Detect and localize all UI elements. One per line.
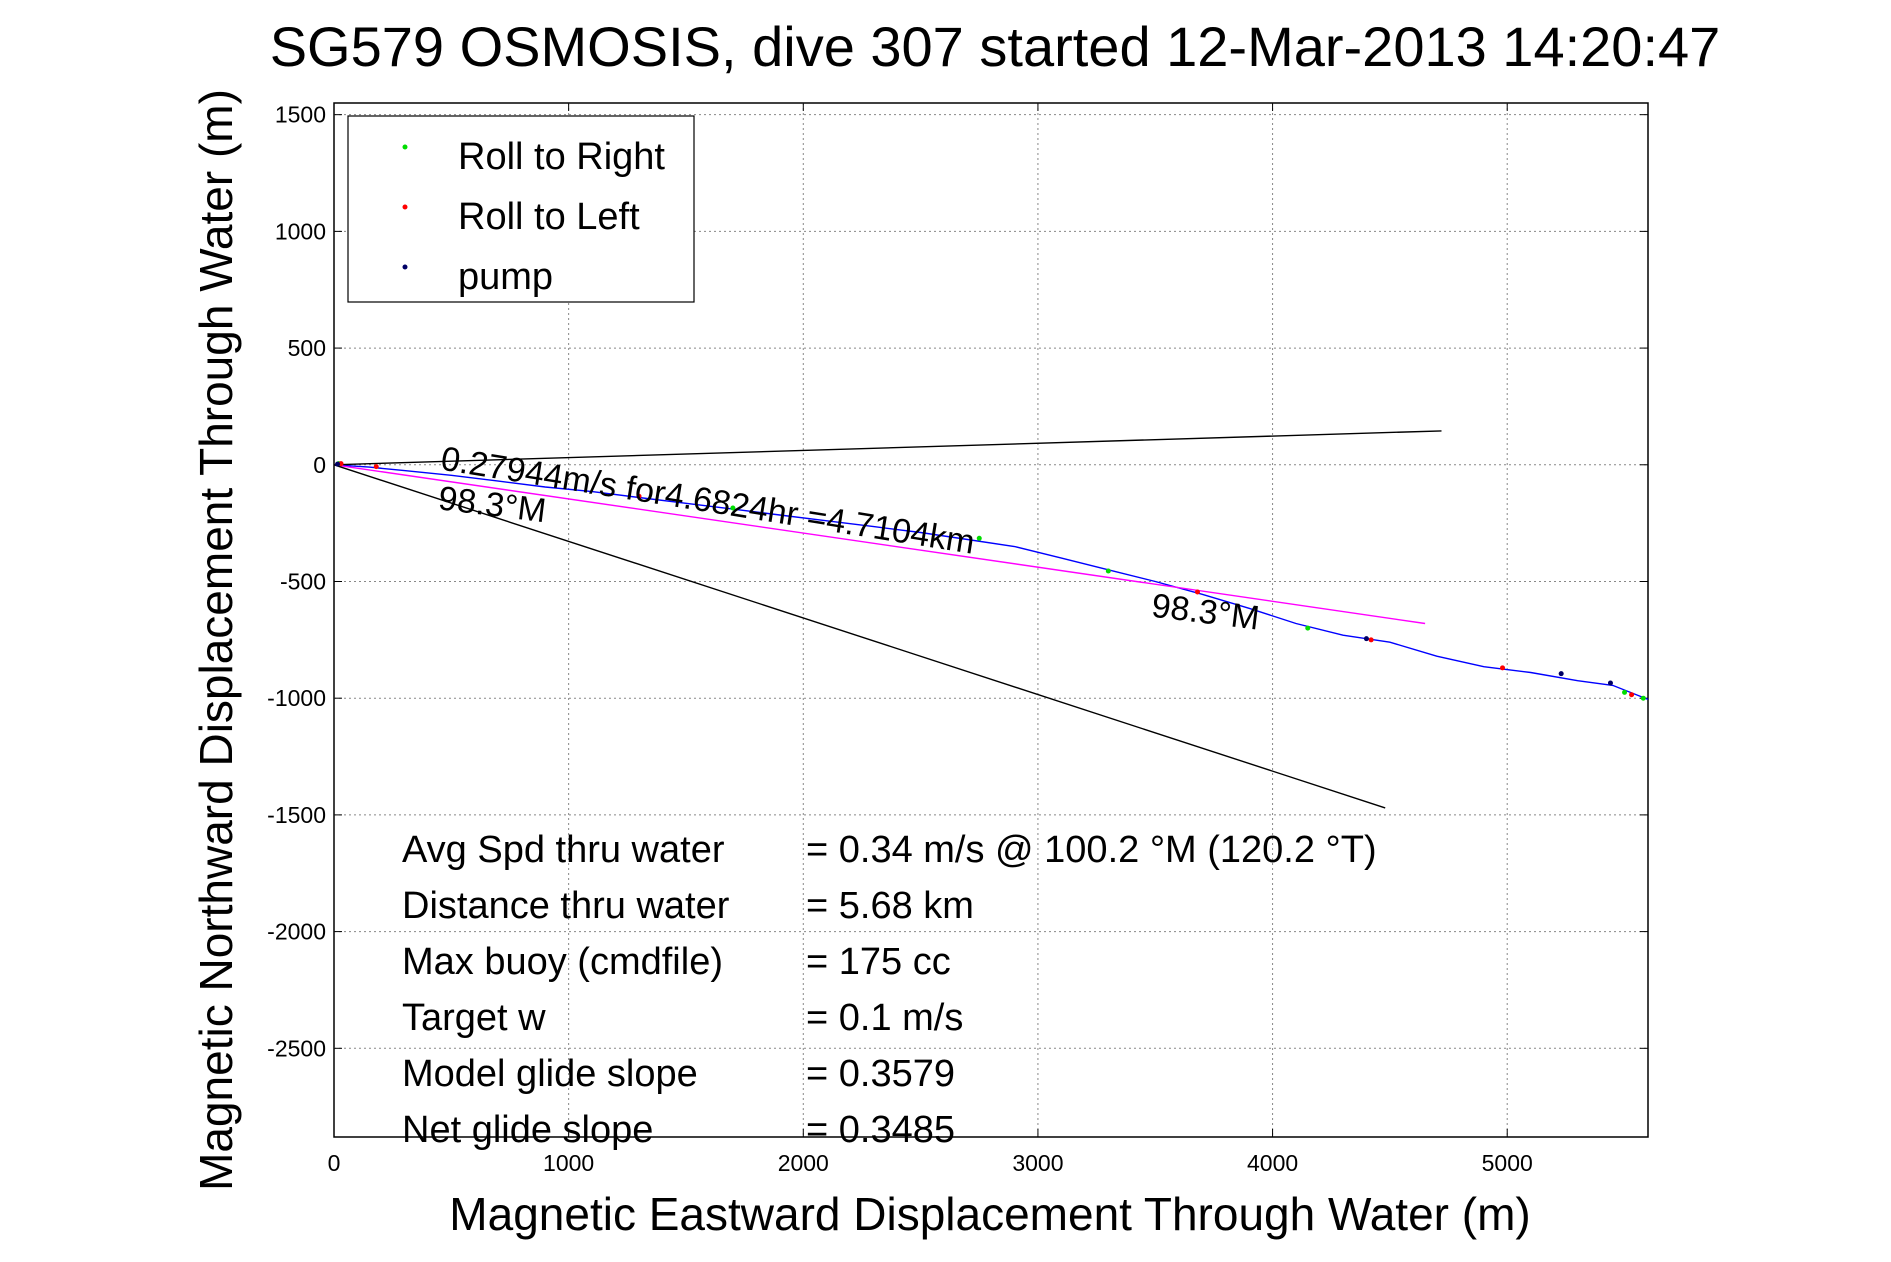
legend-label: Roll to Left <box>458 196 640 238</box>
y-tick-label: -2500 <box>267 1035 326 1061</box>
lines <box>333 430 1649 809</box>
stats-value: = 0.1 m/s <box>806 997 963 1039</box>
stats-block: Avg Spd thru water = 0.34 m/s @ 100.2 °M … <box>402 829 1377 1151</box>
series-line <box>333 464 1426 625</box>
y-tick-label: -2000 <box>267 919 326 945</box>
stats-value: = 0.34 m/s @ 100.2 °M (120.2 °T) <box>806 829 1377 871</box>
x-tick-label: 0 <box>328 1150 341 1176</box>
legend-marker <box>402 144 408 150</box>
y-tick-label: -1500 <box>267 802 326 828</box>
legend-marker <box>402 264 408 270</box>
stats-value: = 0.3579 <box>806 1053 955 1095</box>
stats-label: Net glide slope <box>402 1109 653 1151</box>
roll-right-marker <box>976 535 982 541</box>
pump-marker <box>335 461 341 467</box>
legend-label: pump <box>458 256 553 298</box>
y-tick-label: 1500 <box>275 102 326 128</box>
x-tick-label: 4000 <box>1247 1150 1298 1176</box>
stats-value: = 0.3485 <box>806 1109 955 1151</box>
roll-left-marker <box>1194 589 1200 595</box>
ticks: 0 1000 2000 3000 4000 5000150010005000-500-10… <box>267 102 1648 1176</box>
stats-value: = 5.68 km <box>806 885 974 927</box>
series-line <box>333 464 1649 701</box>
legend-label: Roll to Right <box>458 136 665 178</box>
series-line <box>333 464 1386 809</box>
roll-right-marker <box>1305 625 1311 631</box>
y-tick-label: 0 <box>313 452 326 478</box>
roll-left-marker <box>1368 637 1374 643</box>
roll-right-marker <box>1105 568 1111 574</box>
pump-marker <box>1558 671 1564 677</box>
x-tick-label: 1000 <box>543 1150 594 1176</box>
legend: Roll to Right Roll to Left pump <box>347 115 695 303</box>
stats-label: Avg Spd thru water <box>402 829 725 871</box>
stats-value: = 175 cc <box>806 941 951 983</box>
roll-right-marker <box>1640 695 1646 701</box>
x-tick-label: 5000 <box>1482 1150 1533 1176</box>
grid <box>334 103 1648 1137</box>
x-axis-label: Magnetic Eastward Displacement Through W… <box>449 1188 1530 1240</box>
y-tick-label: 1000 <box>275 218 326 244</box>
roll-left-marker <box>1629 692 1635 698</box>
pump-marker <box>1607 680 1613 686</box>
chart-title: SG579 OSMOSIS, dive 307 started 12-Mar-2… <box>270 15 1721 78</box>
stats-label: Distance thru water <box>402 885 730 927</box>
stats-label: Model glide slope <box>402 1053 698 1095</box>
x-tick-label: 2000 <box>778 1150 829 1176</box>
legend-marker <box>402 204 408 210</box>
roll-left-marker <box>373 464 379 470</box>
x-tick-label: 3000 <box>1012 1150 1063 1176</box>
pump-marker <box>1363 636 1369 642</box>
roll-right-marker <box>730 505 736 511</box>
roll-left-marker <box>1500 665 1506 671</box>
y-tick-label: -500 <box>280 568 326 594</box>
y-tick-label: 500 <box>288 335 326 361</box>
y-tick-label: -1000 <box>267 685 326 711</box>
roll-right-marker <box>1622 689 1628 695</box>
y-axis-label: Magnetic Northward Displacement Through … <box>190 89 242 1191</box>
stats-label: Target w <box>402 997 546 1039</box>
markers <box>335 461 1646 701</box>
roll-left-marker <box>636 493 642 499</box>
stats-label: Max buoy (cmdfile) <box>402 941 723 983</box>
series-line <box>333 430 1442 466</box>
